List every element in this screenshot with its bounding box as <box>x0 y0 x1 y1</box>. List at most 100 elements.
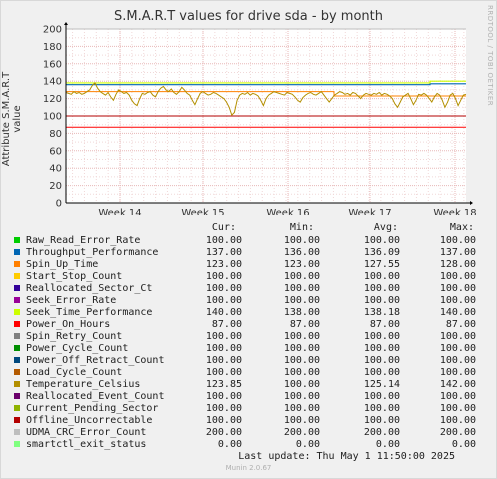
legend-swatch <box>14 297 20 303</box>
legend-value-max: 100.00 <box>439 415 476 426</box>
legend-swatch <box>14 285 20 291</box>
legend-swatch <box>14 441 20 447</box>
legend-swatch <box>14 405 20 411</box>
legend-value-min: 138.00 <box>283 307 320 318</box>
legend-row: Spin_Up_Time 123.00 123.00 127.55 128.00 <box>0 259 497 271</box>
legend-value-avg: 127.55 <box>363 259 400 270</box>
legend-row: Spin_Retry_Count 100.00 100.00 100.00 100.00 <box>0 331 497 343</box>
legend-series-name: Raw_Read_Error_Rate <box>26 235 141 246</box>
legend-value-cur: 100.00 <box>205 415 242 426</box>
legend-value-min: 200.00 <box>283 427 320 438</box>
legend-swatch <box>14 381 20 387</box>
legend-value-cur: 123.00 <box>205 259 242 270</box>
legend-value-max: 128.00 <box>439 259 476 270</box>
munin-footer: Munin 2.0.67 <box>225 464 272 472</box>
legend-value-min: 100.00 <box>283 391 320 402</box>
legend-value-cur: 123.85 <box>205 379 242 390</box>
legend-value-cur: 100.00 <box>205 391 242 402</box>
legend-value-max: 100.00 <box>439 367 476 378</box>
legend-row: smartctl_exit_status 0.00 0.00 0.00 0.00 <box>0 439 497 451</box>
legend-value-max: 137.00 <box>439 247 476 258</box>
legend-value-avg: 100.00 <box>363 271 400 282</box>
legend-swatch <box>14 261 20 267</box>
y-tick-label: 100 <box>43 112 62 123</box>
legend-series-name: Throughput_Performance <box>26 247 159 258</box>
x-tick-label: Week 17 <box>348 208 391 215</box>
legend-value-min: 100.00 <box>283 235 320 246</box>
series-line-spin-up-time <box>66 91 466 97</box>
legend-value-cur: 100.00 <box>205 283 242 294</box>
legend-row: Load_Cycle_Count 100.00 100.00 100.00 100.00 <box>0 367 497 379</box>
column-header-max: Max: <box>449 222 474 233</box>
legend-value-max: 0.00 <box>451 439 476 450</box>
legend-row: Offline_Uncorrectable 100.00 100.00 100.00 1… <box>0 415 497 427</box>
legend-series-name: Spin_Up_Time <box>26 259 99 270</box>
legend-value-max: 100.00 <box>439 271 476 282</box>
legend-series-name: Temperature_Celsius <box>26 379 141 390</box>
legend-value-avg: 100.00 <box>363 331 400 342</box>
legend-value-cur: 100.00 <box>205 271 242 282</box>
legend-value-max: 100.00 <box>439 355 476 366</box>
legend-value-cur: 137.00 <box>205 247 242 258</box>
legend-value-cur: 100.00 <box>205 295 242 306</box>
y-tick-label: 60 <box>49 146 62 157</box>
legend-value-min: 136.00 <box>283 247 320 258</box>
legend-row: Throughput_Performance 137.00 136.00 136.09… <box>0 247 497 259</box>
legend-value-avg: 125.14 <box>363 379 400 390</box>
legend-value-avg: 100.00 <box>363 367 400 378</box>
y-tick-label: 20 <box>49 181 62 192</box>
legend-value-max: 100.00 <box>439 283 476 294</box>
legend-row: Power_Cycle_Count 100.00 100.00 100.00 100.0… <box>0 343 497 355</box>
legend-value-cur: 100.00 <box>205 355 242 366</box>
legend-series-name: Reallocated_Sector_Ct <box>26 283 153 294</box>
column-header-cur: Cur: <box>211 222 236 233</box>
legend-value-cur: 100.00 <box>205 235 242 246</box>
y-tick-label: 200 <box>43 25 62 36</box>
legend-value-avg: 100.00 <box>363 235 400 246</box>
legend-series-name: Start_Stop_Count <box>26 271 123 282</box>
legend-swatch <box>14 357 20 363</box>
legend-series-name: Spin_Retry_Count <box>26 331 123 342</box>
legend-value-max: 87.00 <box>445 319 476 330</box>
legend-value-max: 100.00 <box>439 403 476 414</box>
legend-row: Raw_Read_Error_Rate 100.00 100.00 100.00 100… <box>0 235 497 247</box>
legend-row: Start_Stop_Count 100.00 100.00 100.00 100.00 <box>0 271 497 283</box>
legend-value-avg: 100.00 <box>363 355 400 366</box>
legend-value-avg: 100.00 <box>363 343 400 354</box>
legend-value-cur: 100.00 <box>205 343 242 354</box>
legend-value-cur: 0.00 <box>217 439 242 450</box>
y-tick-label: 40 <box>49 164 62 175</box>
legend-row: UDMA_CRC_Error_Count 200.00 200.00 200.00 20… <box>0 427 497 439</box>
legend-row: Current_Pending_Sector 100.00 100.00 100.00… <box>0 403 497 415</box>
x-tick-label: Week 14 <box>98 208 141 215</box>
y-tick-label: 0 <box>56 199 62 210</box>
legend-value-cur: 100.00 <box>205 367 242 378</box>
legend-value-max: 100.00 <box>439 343 476 354</box>
legend-swatch <box>14 273 20 279</box>
legend-row: Temperature_Celsius 123.85 100.00 125.14 142… <box>0 379 497 391</box>
legend-value-max: 100.00 <box>439 235 476 246</box>
series-line-temperature-celsius <box>65 82 467 117</box>
x-tick-label: Week 16 <box>266 208 309 215</box>
legend-value-max: 100.00 <box>439 331 476 342</box>
legend-value-max: 140.00 <box>439 307 476 318</box>
plot-area: 0 20 40 60 80 100 120 140 160 180 200 Week 14 Week 1… <box>43 22 477 215</box>
legend-series-name: Seek_Time_Performance <box>26 307 153 318</box>
legend-series-name: smartctl_exit_status <box>26 439 147 450</box>
legend-swatch <box>14 345 20 351</box>
column-header-min: Min: <box>289 222 314 233</box>
column-header-avg: Avg: <box>373 222 398 233</box>
legend-value-min: 100.00 <box>283 271 320 282</box>
legend-series-name: UDMA_CRC_Error_Count <box>26 427 147 438</box>
legend-row: Power_Off_Retract_Count 100.00 100.00 100.0… <box>0 355 497 367</box>
legend-value-cur: 140.00 <box>205 307 242 318</box>
legend-value-max: 100.00 <box>439 295 476 306</box>
last-update: Last update: Thu May 1 11:50:00 2025 <box>238 451 455 462</box>
legend-series-name: Reallocated_Event_Count <box>26 391 165 402</box>
legend-value-avg: 100.00 <box>363 403 400 414</box>
series-line-throughput-performance <box>66 83 466 86</box>
legend-value-avg: 100.00 <box>363 415 400 426</box>
legend-value-min: 87.00 <box>289 319 320 330</box>
legend-value-min: 0.00 <box>295 439 320 450</box>
legend-row: Seek_Error_Rate 100.00 100.00 100.00 100.00 <box>0 295 497 307</box>
